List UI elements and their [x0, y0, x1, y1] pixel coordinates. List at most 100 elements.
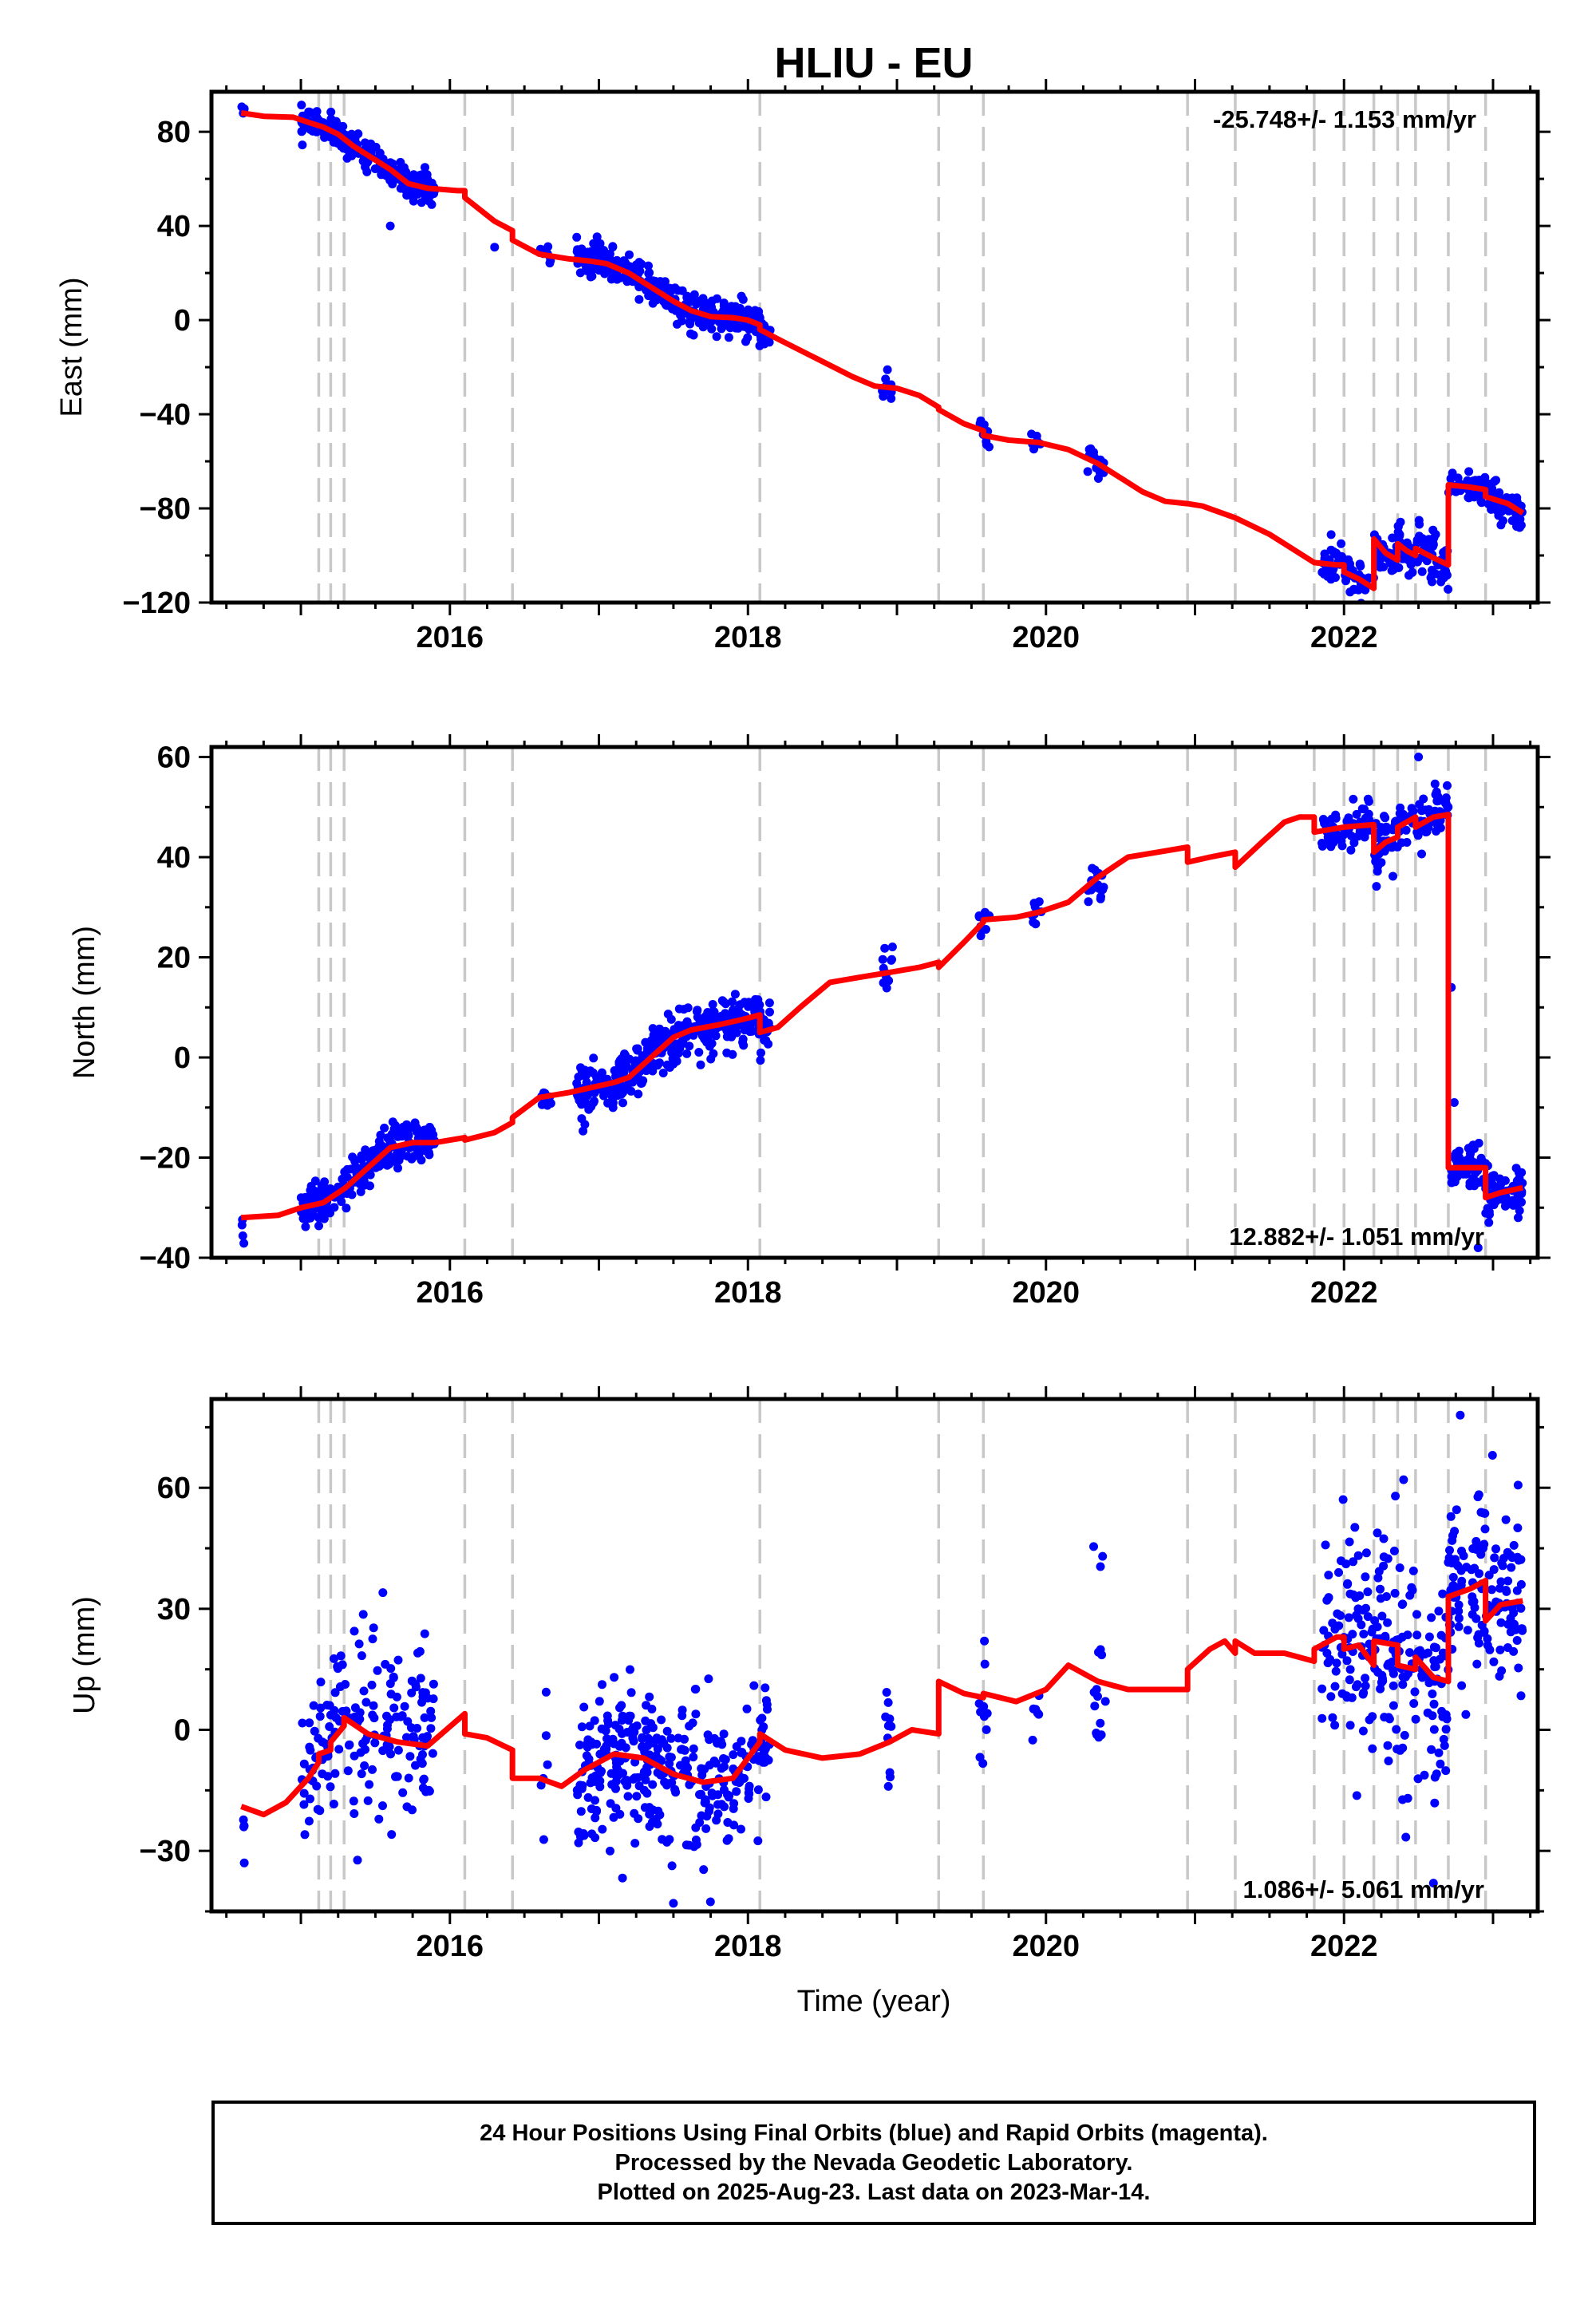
data-point	[1031, 919, 1041, 929]
data-point	[420, 1713, 429, 1722]
data-point	[1490, 476, 1499, 486]
data-point	[641, 1775, 650, 1784]
data-point	[653, 1768, 662, 1777]
data-point	[691, 1709, 701, 1719]
data-point	[388, 1117, 397, 1127]
data-point	[1468, 1598, 1477, 1607]
data-point	[1485, 1210, 1494, 1219]
data-point	[369, 1623, 378, 1633]
data-point	[1432, 820, 1442, 829]
data-point	[739, 1041, 749, 1050]
data-point	[741, 337, 750, 346]
data-point	[360, 1761, 369, 1770]
data-point	[649, 1030, 658, 1040]
data-point	[650, 1736, 660, 1745]
data-point	[583, 1742, 592, 1752]
data-point	[385, 1742, 394, 1752]
data-point	[1361, 1682, 1370, 1690]
data-point	[686, 329, 695, 338]
data-point	[297, 101, 306, 110]
data-point	[634, 294, 644, 304]
data-point	[354, 1639, 364, 1649]
data-point	[1401, 1832, 1411, 1842]
data-point	[747, 1026, 757, 1036]
data-point	[691, 1685, 701, 1694]
data-point	[624, 1714, 634, 1724]
data-point	[306, 1745, 315, 1755]
data-point	[653, 1745, 662, 1754]
data-point	[1361, 1572, 1370, 1582]
data-point	[1337, 1650, 1347, 1659]
data-point	[1514, 1663, 1523, 1673]
data-point	[378, 1588, 388, 1598]
data-point	[642, 1788, 652, 1798]
data-point	[757, 1048, 765, 1057]
data-point	[356, 1748, 365, 1757]
x-tick-label: 2020	[1012, 1276, 1080, 1310]
data-point	[1497, 507, 1506, 516]
data-point	[688, 1718, 697, 1728]
data-point	[1487, 1585, 1496, 1595]
data-point	[1430, 1798, 1440, 1808]
data-point	[298, 126, 307, 136]
data-point	[582, 1092, 591, 1101]
data-point	[669, 1899, 678, 1908]
data-point	[1496, 1577, 1506, 1587]
data-point	[306, 1794, 314, 1804]
data-point	[1349, 585, 1359, 595]
data-point	[691, 1823, 701, 1832]
data-point	[385, 221, 395, 231]
data-point	[1483, 1634, 1492, 1643]
data-point	[729, 1804, 738, 1813]
data-point	[409, 196, 418, 206]
data-point	[1516, 1691, 1526, 1701]
data-point	[742, 1704, 752, 1713]
data-point	[592, 232, 602, 242]
data-point	[1405, 1591, 1415, 1600]
data-point	[1396, 803, 1405, 812]
data-point	[350, 1809, 359, 1818]
data-point	[1090, 1701, 1100, 1711]
plot-frame	[209, 1397, 1540, 1914]
data-point	[1407, 804, 1416, 813]
data-point	[612, 255, 622, 265]
data-point	[325, 1722, 334, 1731]
data-point	[1439, 1734, 1448, 1744]
data-point	[883, 1781, 893, 1791]
data-point	[737, 1824, 745, 1834]
data-point	[356, 1187, 365, 1196]
data-point	[1328, 1618, 1337, 1628]
data-point	[724, 1792, 733, 1802]
data-point	[1490, 1553, 1499, 1563]
data-point	[1483, 500, 1493, 508]
data-point	[1422, 827, 1432, 836]
data-point	[584, 1754, 594, 1764]
data-point	[334, 1745, 344, 1754]
data-point	[1429, 1725, 1439, 1734]
data-point	[329, 1800, 338, 1808]
data-point	[1414, 516, 1424, 525]
data-point	[1489, 1657, 1499, 1666]
data-point	[1377, 1670, 1387, 1680]
data-point	[1317, 567, 1327, 577]
data-point	[744, 305, 753, 314]
data-point	[882, 1688, 891, 1697]
y-tick-label: 20	[157, 942, 191, 975]
data-point	[1338, 1495, 1348, 1504]
data-point	[314, 1221, 323, 1231]
data-point	[666, 1733, 676, 1743]
data-point	[764, 998, 774, 1008]
data-point	[1389, 565, 1398, 575]
data-point	[298, 1718, 307, 1728]
data-point	[1419, 794, 1428, 804]
data-point	[709, 1049, 718, 1058]
data-point	[982, 1725, 991, 1734]
data-point	[629, 1737, 638, 1746]
data-point	[1499, 516, 1507, 525]
data-point	[429, 1679, 438, 1689]
caption-line-2: Processed by the Nevada Geodetic Laborat…	[614, 2149, 1133, 2176]
data-point	[1464, 467, 1474, 476]
y-tick-label: −120	[122, 587, 191, 620]
data-point	[662, 1726, 672, 1736]
data-point	[589, 1053, 598, 1063]
